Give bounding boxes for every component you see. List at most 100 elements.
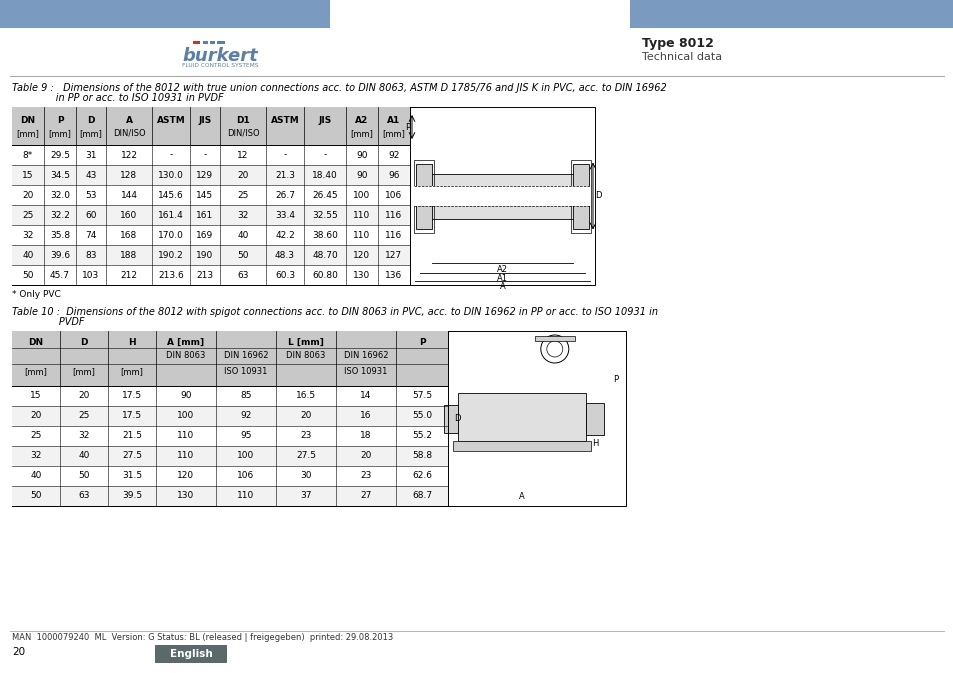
Text: 25: 25 (237, 190, 249, 199)
Text: 144: 144 (120, 190, 137, 199)
Text: 213: 213 (196, 271, 213, 279)
Text: 169: 169 (196, 230, 213, 240)
Bar (12, 265, 410, 285)
Text: 25: 25 (22, 211, 33, 219)
Text: A: A (518, 492, 524, 501)
Text: 127: 127 (385, 250, 402, 260)
Text: 145.6: 145.6 (158, 190, 184, 199)
Bar (12, 107, 410, 145)
Text: A: A (126, 116, 132, 125)
Bar (12, 446, 448, 466)
Text: JIS: JIS (198, 116, 212, 125)
Text: 37: 37 (300, 491, 312, 501)
Text: in PP or acc. to ISO 10931 in PVDF: in PP or acc. to ISO 10931 in PVDF (12, 93, 223, 103)
Text: 20: 20 (22, 190, 33, 199)
Text: [mm]: [mm] (79, 129, 102, 138)
Text: 145: 145 (196, 190, 213, 199)
Text: 40: 40 (78, 452, 90, 460)
Text: 130: 130 (353, 271, 370, 279)
Text: DIN 8063: DIN 8063 (286, 351, 325, 360)
Text: -: - (170, 151, 172, 160)
Text: 122: 122 (120, 151, 137, 160)
Text: D: D (595, 192, 601, 201)
Text: burkert: burkert (182, 47, 257, 65)
Text: 45.7: 45.7 (50, 271, 70, 279)
Text: PVDF: PVDF (12, 317, 85, 327)
Text: 190: 190 (196, 250, 213, 260)
Text: ASTM: ASTM (271, 116, 299, 125)
Text: 18.40: 18.40 (312, 170, 337, 180)
Text: 32: 32 (22, 230, 33, 240)
Text: 110: 110 (177, 431, 194, 441)
Text: 16.5: 16.5 (295, 392, 315, 400)
Text: 110: 110 (237, 491, 254, 501)
Text: 212: 212 (120, 271, 137, 279)
Text: 50: 50 (30, 491, 42, 501)
Text: P: P (404, 122, 410, 131)
Bar (0, 0, 330, 28)
Text: 170.0: 170.0 (158, 230, 184, 240)
Text: Type 8012: Type 8012 (641, 37, 713, 50)
Bar (414, 160, 434, 232)
Text: 17.5: 17.5 (122, 392, 142, 400)
Text: 55.0: 55.0 (412, 411, 432, 421)
Text: [mm]: [mm] (16, 129, 39, 138)
Text: 23: 23 (300, 431, 312, 441)
Text: 129: 129 (196, 170, 213, 180)
Text: 21.5: 21.5 (122, 431, 142, 441)
Bar (12, 426, 448, 446)
Text: English: English (170, 649, 213, 659)
Text: 32.0: 32.0 (50, 190, 70, 199)
Text: A1: A1 (497, 274, 507, 283)
Text: -: - (203, 151, 207, 160)
Text: 31: 31 (85, 151, 96, 160)
Text: 128: 128 (120, 170, 137, 180)
Text: 29.5: 29.5 (50, 151, 70, 160)
Text: A [mm]: A [mm] (168, 338, 204, 347)
Text: P: P (418, 338, 425, 347)
Text: 90: 90 (355, 170, 367, 180)
Text: 25: 25 (78, 411, 90, 421)
Bar (416, 164, 432, 229)
Bar (193, 41, 200, 44)
Text: 17.5: 17.5 (122, 411, 142, 421)
Text: 74: 74 (85, 230, 96, 240)
Text: 55.2: 55.2 (412, 431, 432, 441)
Text: 27: 27 (360, 491, 372, 501)
Text: 26.7: 26.7 (274, 190, 294, 199)
Text: 8*: 8* (23, 151, 33, 160)
Text: D: D (87, 116, 94, 125)
Bar (154, 645, 227, 663)
Text: DIN 16962: DIN 16962 (343, 351, 388, 360)
Text: 90: 90 (180, 392, 192, 400)
Text: 100: 100 (237, 452, 254, 460)
Bar (216, 41, 225, 44)
Text: 62.6: 62.6 (412, 472, 432, 481)
Text: 20: 20 (360, 452, 372, 460)
Text: 32: 32 (78, 431, 90, 441)
Text: 20: 20 (237, 170, 249, 180)
Text: 32.2: 32.2 (50, 211, 70, 219)
Text: DIN/ISO: DIN/ISO (227, 129, 259, 138)
Bar (414, 186, 590, 206)
Text: A2: A2 (355, 116, 368, 125)
Bar (12, 165, 410, 185)
Text: 130.0: 130.0 (158, 170, 184, 180)
Text: 12: 12 (237, 151, 249, 160)
Text: 50: 50 (237, 250, 249, 260)
Text: 136: 136 (385, 271, 402, 279)
Text: 23: 23 (360, 472, 372, 481)
Text: 83: 83 (85, 250, 96, 260)
Bar (12, 145, 410, 165)
Text: D: D (80, 338, 88, 347)
Text: DIN 16962: DIN 16962 (224, 351, 268, 360)
Text: 26.45: 26.45 (312, 190, 337, 199)
Text: FLUID CONTROL SYSTEMS: FLUID CONTROL SYSTEMS (182, 63, 258, 68)
Text: Table 9 :   Dimensions of the 8012 with true union connections acc. to DIN 8063,: Table 9 : Dimensions of the 8012 with tr… (12, 83, 666, 93)
Bar (453, 441, 590, 450)
Text: A1: A1 (387, 116, 400, 125)
Text: 30: 30 (300, 472, 312, 481)
Bar (12, 386, 448, 406)
Text: 85: 85 (240, 392, 252, 400)
Text: 106: 106 (385, 190, 402, 199)
